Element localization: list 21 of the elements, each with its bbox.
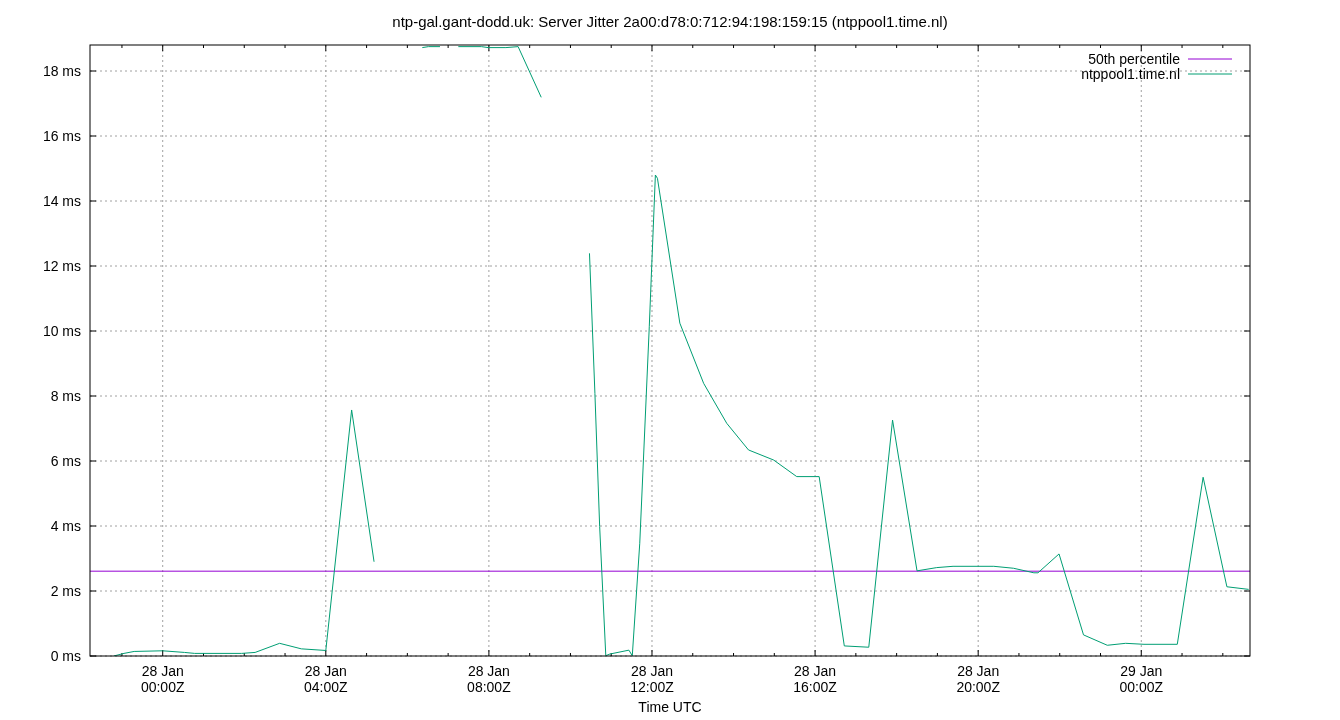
- chart-title: ntp-gal.gant-dodd.uk: Server Jitter 2a00:d78:0:712:94:198:159:15 (ntppool1.time.nl): [392, 13, 948, 30]
- x-tick-label: 28 Jan 00:00Z: [140, 663, 185, 695]
- y-tick-label: 14 ms: [42, 193, 81, 209]
- x-tick-label: 28 Jan 08:00Z: [467, 663, 512, 695]
- y-tick-label: 0 ms: [50, 648, 81, 664]
- y-tick-label: 10 ms: [42, 323, 81, 339]
- x-tick-label: 29 Jan 00:00Z: [1119, 663, 1164, 695]
- y-tick-label: 6 ms: [50, 453, 81, 469]
- x-tick-label: 28 Jan 20:00Z: [956, 663, 1001, 695]
- x-tick-label: 28 Jan 12:00Z: [630, 663, 675, 695]
- y-tick-label: 8 ms: [50, 388, 81, 404]
- x-axis-title: Time UTC: [638, 699, 702, 715]
- legend-label: 50th percentile: [1088, 51, 1181, 67]
- x-tick-label: 28 Jan 16:00Z: [793, 663, 838, 695]
- y-tick-label: 16 ms: [42, 128, 81, 144]
- y-tick-label: 18 ms: [42, 63, 81, 79]
- y-tick-label: 2 ms: [50, 583, 81, 599]
- y-tick-label: 12 ms: [42, 258, 81, 274]
- y-tick-label: 4 ms: [50, 518, 81, 534]
- legend-label: ntppool1.time.nl: [1081, 66, 1180, 82]
- x-tick-label: 28 Jan 04:00Z: [304, 663, 349, 695]
